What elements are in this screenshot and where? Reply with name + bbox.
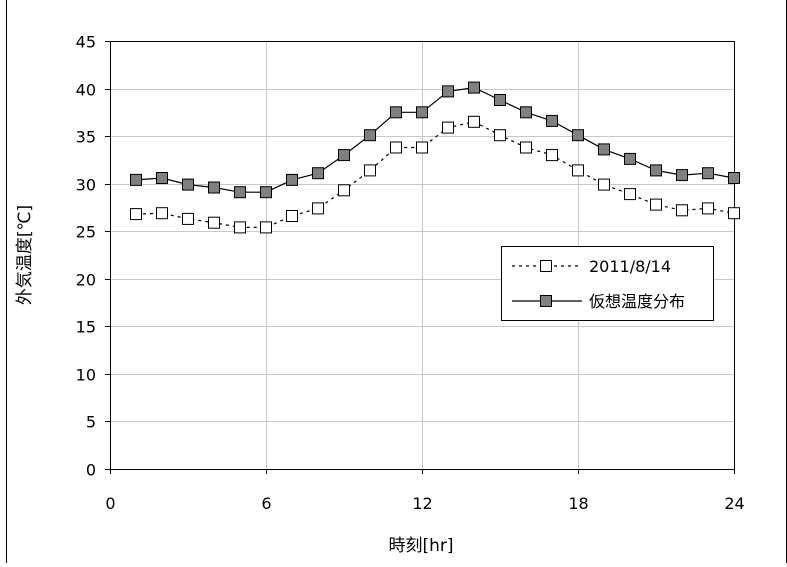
axes	[105, 41, 735, 474]
data-point-observed	[130, 208, 142, 221]
series-layer	[130, 81, 740, 234]
data-point-virtual	[520, 106, 532, 119]
legend: 2011/8/14 仮想温度分布	[501, 246, 714, 321]
y-tick-label: 20	[76, 271, 96, 290]
data-point-observed	[442, 121, 454, 134]
y-tick-label: 35	[76, 128, 96, 147]
y-tick-label: 5	[86, 413, 96, 432]
data-point-virtual	[364, 129, 376, 142]
data-point-virtual	[624, 152, 636, 165]
data-point-virtual	[676, 169, 688, 182]
y-tick-label: 10	[76, 366, 96, 385]
data-point-virtual	[728, 172, 740, 184]
data-point-virtual	[156, 172, 168, 184]
data-point-observed	[494, 129, 506, 142]
data-point-observed	[728, 207, 740, 220]
data-point-virtual	[338, 149, 350, 162]
data-point-observed	[650, 198, 662, 211]
data-point-observed	[468, 115, 480, 128]
x-tick-label: 6	[261, 494, 271, 513]
data-point-observed	[312, 202, 324, 215]
legend-marker-virtual	[540, 295, 552, 307]
data-point-virtual	[182, 178, 194, 191]
data-point-virtual	[702, 167, 714, 180]
data-point-observed	[702, 202, 714, 215]
legend-box	[501, 246, 714, 321]
data-point-observed	[208, 216, 220, 229]
data-point-virtual	[572, 129, 584, 142]
data-point-virtual	[312, 167, 324, 180]
legend-label-observed: 2011/8/14	[589, 257, 671, 276]
x-tick-label: 18	[568, 494, 588, 513]
data-point-virtual	[130, 173, 142, 186]
data-point-virtual	[208, 181, 220, 194]
x-tick-label: 24	[724, 494, 744, 513]
data-point-virtual	[416, 106, 428, 119]
data-point-observed	[260, 221, 272, 234]
data-point-observed	[546, 149, 558, 162]
y-tick-label: 40	[76, 81, 96, 100]
data-point-observed	[156, 207, 168, 220]
data-point-virtual	[260, 186, 272, 199]
data-point-observed	[572, 164, 584, 177]
data-point-observed	[338, 184, 350, 197]
data-point-virtual	[494, 94, 506, 106]
data-point-observed	[390, 141, 402, 154]
data-point-observed	[234, 221, 246, 234]
data-point-virtual	[286, 173, 298, 186]
x-tick-label: 0	[105, 494, 115, 513]
y-tick-label: 0	[86, 461, 96, 480]
data-point-virtual	[598, 143, 610, 156]
data-point-virtual	[650, 164, 662, 177]
y-axis-label: 外気温度[℃]	[15, 205, 35, 305]
y-tick-label: 30	[76, 176, 96, 195]
data-point-observed	[364, 164, 376, 177]
data-point-observed	[416, 141, 428, 154]
data-point-virtual	[546, 114, 558, 127]
x-axis-label: 時刻[hr]	[388, 536, 453, 556]
y-tick-label: 15	[76, 318, 96, 337]
data-point-observed	[286, 210, 298, 222]
legend-label-virtual: 仮想温度分布	[589, 292, 685, 311]
data-point-observed	[624, 188, 636, 201]
tick-labels: 0 5 10 15 20 25 30 35 40 45 0 6 12 18 24	[76, 33, 745, 514]
x-tick-label: 12	[412, 494, 432, 513]
data-point-virtual	[390, 106, 402, 119]
data-point-observed	[520, 141, 532, 154]
data-point-virtual	[442, 85, 454, 98]
data-point-observed	[182, 212, 194, 225]
data-point-virtual	[234, 186, 246, 199]
data-point-virtual	[468, 81, 480, 94]
y-tick-label: 45	[76, 33, 96, 52]
data-point-observed	[598, 178, 610, 191]
legend-marker-observed	[540, 260, 552, 272]
data-point-observed	[676, 204, 688, 217]
y-tick-label: 25	[76, 223, 96, 242]
